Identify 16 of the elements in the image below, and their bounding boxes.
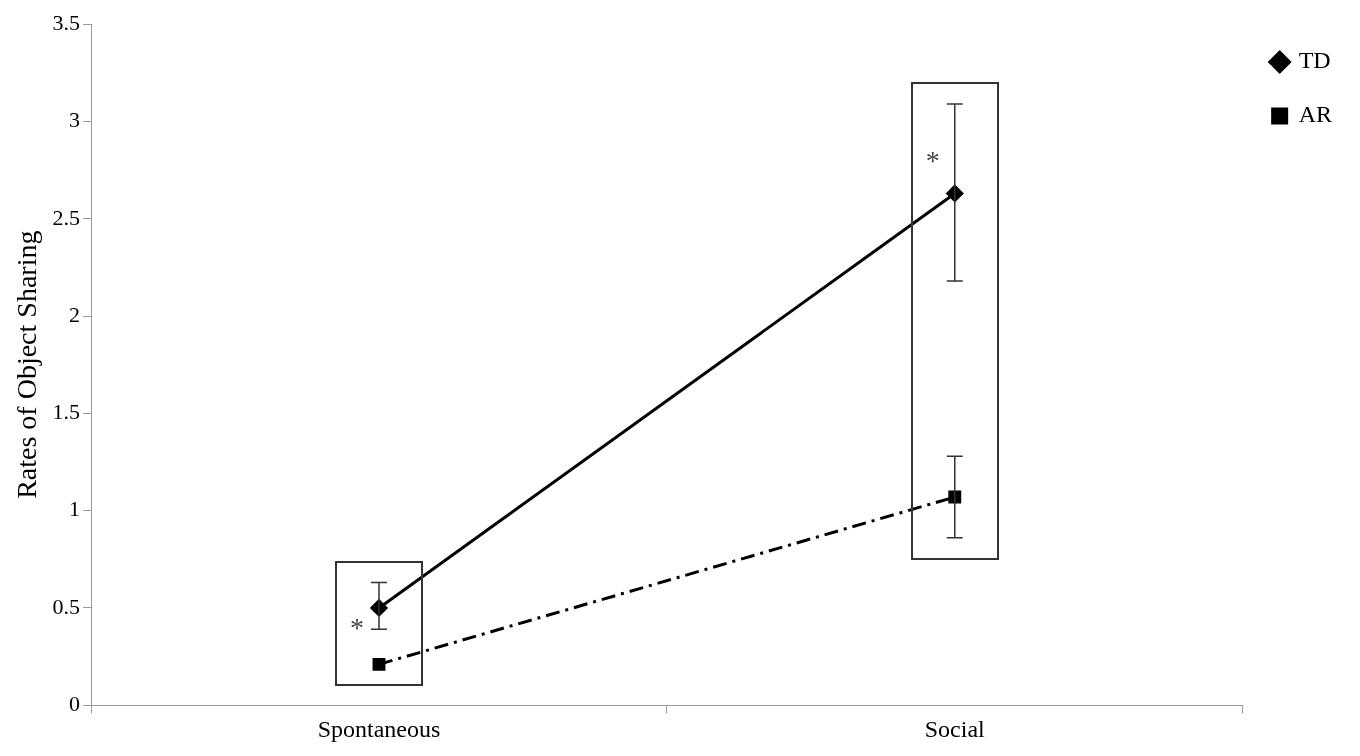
y-tick-label: 1 [69,496,81,522]
y-tick-label: 0.5 [52,593,81,619]
annotation: * [349,611,364,643]
y-axis-title: Rates of Object Sharing [11,230,43,499]
y-tick-label: 0 [69,690,81,716]
legend-label: TD [1298,47,1331,74]
x-tick-label: Spontaneous [317,715,441,742]
y-tick-label: 2 [69,301,81,327]
y-tick-label: 1.5 [52,399,81,425]
y-tick-label: 3.5 [52,9,81,35]
legend-label: AR [1298,101,1332,128]
point [372,657,386,671]
y-tick-label: 2.5 [52,204,81,230]
y-tick-label: 3 [69,107,81,133]
x-tick-label: Social [924,715,986,742]
annotation: * [925,144,940,176]
